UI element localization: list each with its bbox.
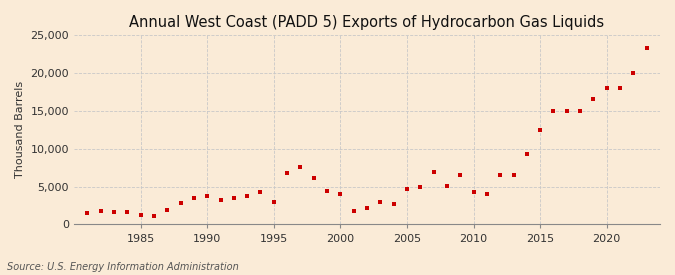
- Point: [95, 209, 106, 213]
- Point: [148, 214, 159, 218]
- Point: [388, 202, 399, 206]
- Point: [176, 201, 186, 205]
- Point: [295, 165, 306, 169]
- Point: [601, 86, 612, 90]
- Point: [228, 196, 239, 200]
- Point: [348, 209, 359, 213]
- Point: [468, 190, 479, 194]
- Point: [402, 187, 412, 191]
- Point: [508, 173, 519, 177]
- Point: [562, 109, 572, 113]
- Point: [122, 210, 133, 214]
- Title: Annual West Coast (PADD 5) Exports of Hydrocarbon Gas Liquids: Annual West Coast (PADD 5) Exports of Hy…: [130, 15, 605, 30]
- Point: [215, 197, 226, 202]
- Point: [162, 208, 173, 212]
- Point: [455, 172, 466, 177]
- Point: [415, 185, 426, 189]
- Point: [281, 171, 292, 175]
- Point: [255, 190, 266, 194]
- Y-axis label: Thousand Barrels: Thousand Barrels: [15, 81, 25, 178]
- Point: [628, 71, 639, 75]
- Point: [548, 109, 559, 113]
- Point: [521, 152, 532, 156]
- Point: [82, 211, 92, 215]
- Point: [242, 194, 252, 199]
- Point: [574, 109, 585, 113]
- Point: [495, 173, 506, 177]
- Point: [135, 213, 146, 218]
- Point: [588, 97, 599, 101]
- Point: [335, 192, 346, 196]
- Point: [109, 210, 119, 214]
- Point: [428, 169, 439, 174]
- Point: [269, 200, 279, 204]
- Point: [441, 184, 452, 188]
- Text: Source: U.S. Energy Information Administration: Source: U.S. Energy Information Administ…: [7, 262, 238, 272]
- Point: [481, 192, 492, 196]
- Point: [322, 189, 333, 193]
- Point: [615, 86, 626, 90]
- Point: [308, 176, 319, 180]
- Point: [641, 46, 652, 50]
- Point: [375, 200, 385, 204]
- Point: [362, 206, 373, 210]
- Point: [535, 128, 545, 132]
- Point: [202, 194, 213, 199]
- Point: [188, 196, 199, 200]
